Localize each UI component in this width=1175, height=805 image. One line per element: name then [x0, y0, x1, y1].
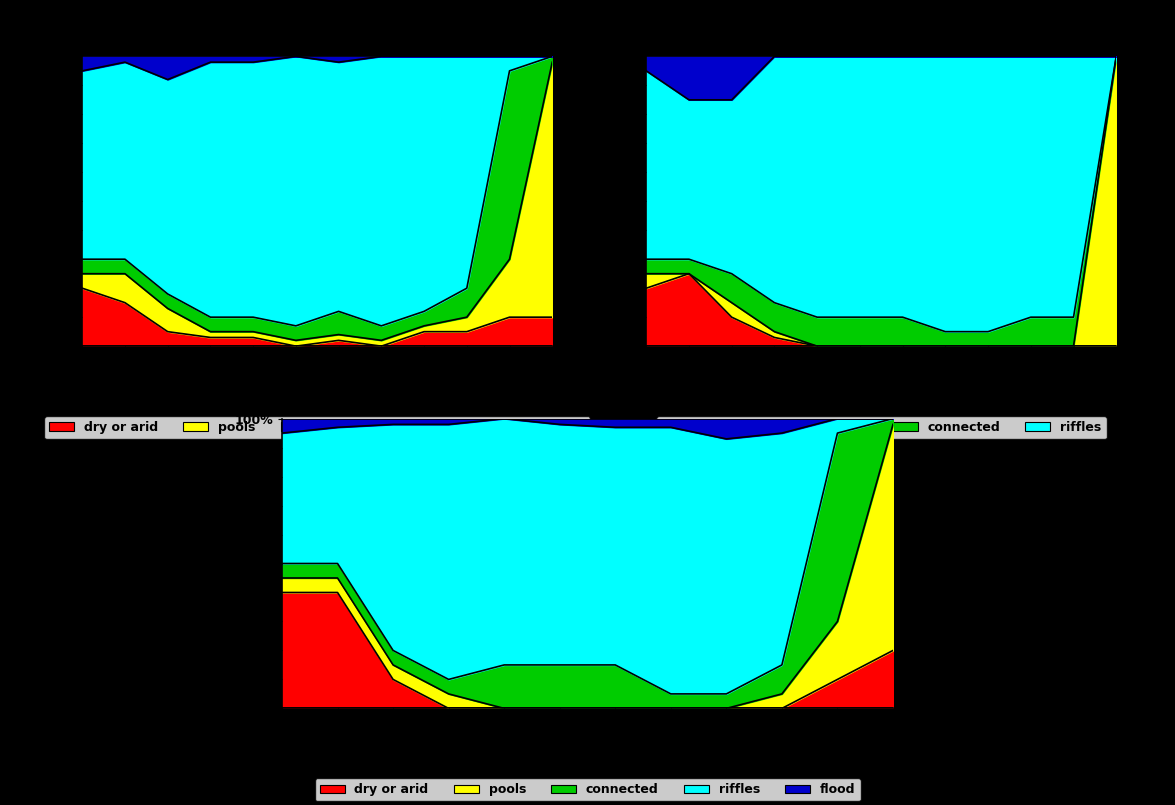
- Title: Ρασίνα Κουμουστά  2000-2020: Ρασίνα Κουμουστά 2000-2020: [737, 34, 1026, 52]
- Legend: dry or arid, pools, connected, riffles: dry or arid, pools, connected, riffles: [656, 416, 1107, 440]
- Title: Ρασίνα Κουμουστά  2000-2020: Ρασίνα Κουμουστά 2000-2020: [173, 34, 462, 52]
- Y-axis label: frequency: frequency: [578, 158, 593, 245]
- Y-axis label: frequency: frequency: [14, 158, 29, 245]
- Legend: dry or arid, pools, connected, riffles, flood: dry or arid, pools, connected, riffles, …: [315, 778, 860, 802]
- Y-axis label: frequency: frequency: [214, 520, 229, 607]
- Legend: dry or arid, pools, connected, riffles, flood: dry or arid, pools, connected, riffles, …: [45, 416, 590, 440]
- Title: Ρασίνα Κουμουστά 2040-2060: Ρασίνα Κουμουστά 2040-2060: [446, 396, 728, 415]
